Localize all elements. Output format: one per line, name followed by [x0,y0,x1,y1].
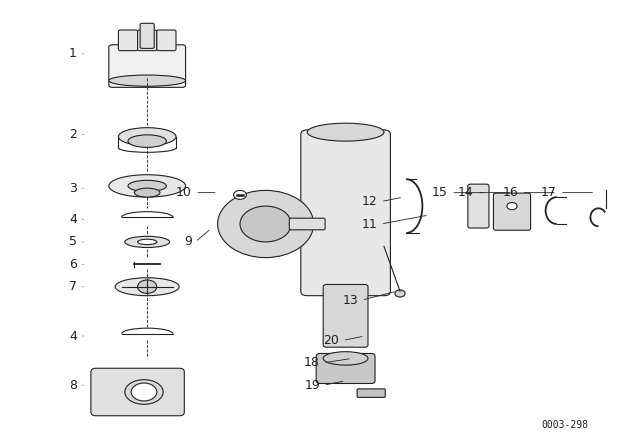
Ellipse shape [323,352,368,365]
Text: 18: 18 [304,356,320,370]
Ellipse shape [115,278,179,296]
Circle shape [507,202,517,210]
Text: 12: 12 [362,195,378,208]
Ellipse shape [109,175,186,197]
Text: 4: 4 [69,213,77,226]
Ellipse shape [125,380,163,404]
Ellipse shape [109,75,186,86]
Text: 7: 7 [69,280,77,293]
FancyBboxPatch shape [316,353,375,383]
Circle shape [240,206,291,242]
Text: 11: 11 [362,217,378,231]
Text: 10: 10 [176,186,192,199]
Text: 4: 4 [69,329,77,343]
Text: 20: 20 [323,334,339,347]
Text: 6: 6 [69,258,77,271]
Text: 0003-298: 0003-298 [542,420,589,430]
Text: 1: 1 [69,47,77,60]
Circle shape [395,290,405,297]
FancyBboxPatch shape [118,30,138,51]
Text: 17: 17 [541,186,557,199]
FancyBboxPatch shape [493,193,531,230]
Text: 3: 3 [69,181,77,195]
FancyBboxPatch shape [109,45,186,87]
FancyBboxPatch shape [468,184,489,228]
Ellipse shape [128,135,166,147]
FancyBboxPatch shape [157,30,176,51]
Text: 15: 15 [432,186,448,199]
FancyBboxPatch shape [301,130,390,296]
Text: 9: 9 [184,235,192,249]
Circle shape [234,190,246,199]
Circle shape [138,280,157,293]
FancyBboxPatch shape [138,30,157,51]
Circle shape [218,190,314,258]
Ellipse shape [128,180,166,192]
Ellipse shape [134,188,160,197]
Ellipse shape [125,237,170,247]
Text: 2: 2 [69,128,77,141]
Text: 5: 5 [69,235,77,249]
FancyBboxPatch shape [140,23,154,48]
Ellipse shape [118,128,176,146]
Circle shape [131,383,157,401]
Ellipse shape [307,123,384,141]
Ellipse shape [138,239,157,245]
Text: 16: 16 [502,186,518,199]
Text: 8: 8 [69,379,77,392]
FancyBboxPatch shape [323,284,368,347]
FancyBboxPatch shape [91,368,184,416]
Text: 13: 13 [342,293,358,307]
FancyBboxPatch shape [357,389,385,397]
Text: 19: 19 [304,379,320,392]
FancyBboxPatch shape [289,218,325,230]
Text: 14: 14 [458,186,474,199]
